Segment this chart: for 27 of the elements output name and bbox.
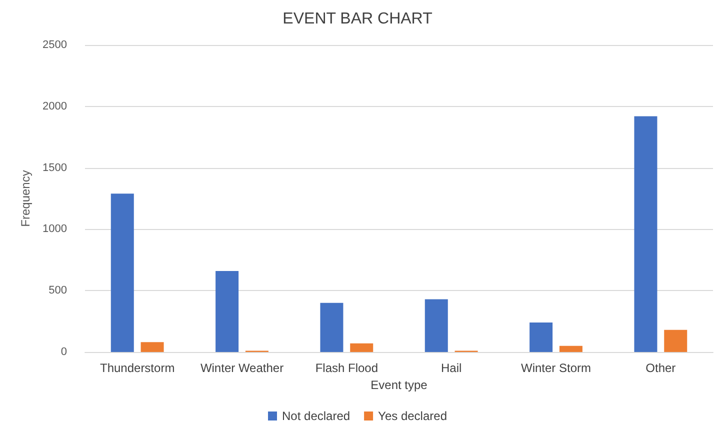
x-tick-label: Hail: [440, 361, 462, 375]
x-tick-label: Thunderstorm: [100, 361, 175, 375]
bar: [424, 299, 448, 352]
bar: [559, 346, 582, 352]
y-tick-label: 1500: [42, 162, 67, 174]
bar: [110, 194, 134, 352]
bar: [350, 343, 374, 352]
bar: [140, 342, 164, 352]
x-tick-label: Winter Storm: [520, 361, 592, 375]
bar: [634, 116, 658, 352]
bar: [664, 330, 688, 352]
bar: [530, 322, 553, 352]
y-axis-title: Frequency: [18, 170, 33, 227]
y-tick-label: 2500: [42, 39, 67, 51]
y-tick-label: 1000: [42, 223, 67, 236]
chart-title: EVENT BAR CHART: [282, 10, 433, 28]
x-tick-label: Flash Flood: [315, 361, 378, 375]
y-tick-label: 2000: [42, 100, 67, 112]
y-tick-label: 0: [60, 346, 67, 358]
legend-label: Not declared: [282, 409, 350, 423]
y-tick-label: 500: [48, 284, 67, 297]
x-tick-label: Other: [646, 361, 676, 375]
x-tick-label: Winter Weather: [200, 361, 284, 375]
bar: [320, 302, 344, 352]
x-axis-title: Event type: [370, 378, 428, 392]
legend-label: Yes declared: [378, 409, 447, 423]
bar: [216, 270, 239, 352]
